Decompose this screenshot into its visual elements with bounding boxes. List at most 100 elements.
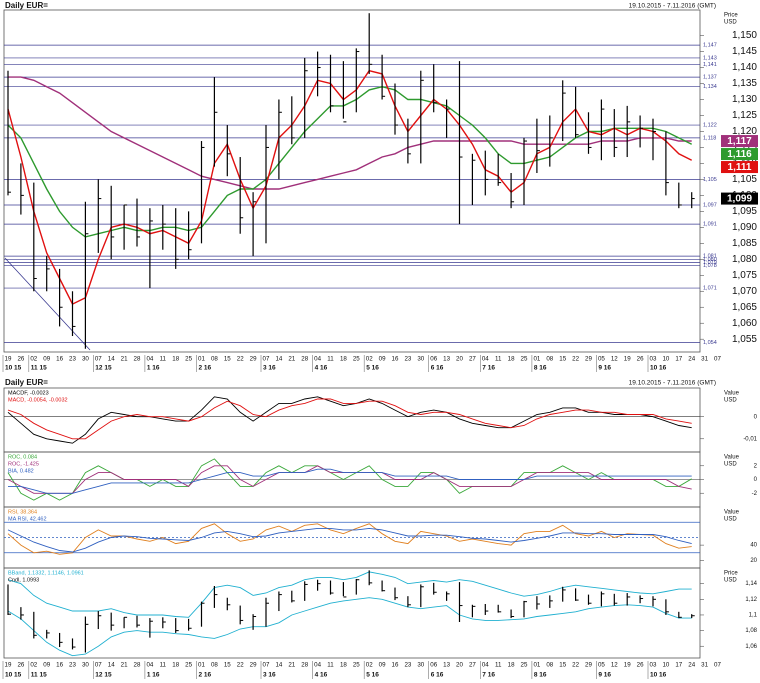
y-axis-label: Value — [724, 391, 740, 397]
x-tick-label: 14 — [108, 356, 115, 363]
x-tick-label: 10 — [662, 356, 669, 363]
x-tick-label: 22 — [572, 662, 579, 669]
legend-label: RSI, 38.364 — [8, 509, 37, 515]
x-tick-label: 16 — [56, 662, 63, 669]
x-tick-label: 11 — [327, 662, 334, 669]
x-tick-label: 19 — [624, 662, 631, 669]
y-tick-label: 1,12 — [745, 597, 757, 603]
y-tick-label: 1,070 — [732, 286, 757, 297]
x-tick-label: 25 — [353, 356, 360, 363]
x-tick-label: 13 — [443, 662, 450, 669]
x-tick-label: 01 — [198, 662, 205, 669]
value-box-label: 1,116 — [727, 149, 752, 160]
legend-label: MA RSI, 42.462 — [8, 516, 47, 522]
level-label: 1,143 — [703, 55, 717, 61]
x-tick-label: 18 — [172, 356, 179, 363]
month-label: 8 16 — [534, 672, 547, 679]
x-tick-label: 27 — [469, 662, 476, 669]
x-tick-label: 11 — [160, 662, 167, 669]
x-tick-label: 30 — [417, 356, 424, 363]
legend-label: MACD, -0.0054, -0.0032 — [8, 397, 68, 403]
x-tick-label: 31 — [701, 356, 708, 363]
x-tick-label: 04 — [482, 356, 489, 363]
month-label: 7 16 — [482, 672, 495, 679]
y-axis-label: USD — [724, 517, 737, 523]
y-axis-label: Value — [724, 455, 740, 461]
y-tick-label: 1,065 — [732, 302, 757, 313]
value-box — [721, 148, 758, 161]
y-tick-label: 0 — [754, 414, 758, 420]
x-tick-label: 01 — [198, 356, 205, 363]
y-tick-label: -2 — [752, 491, 758, 497]
y-tick-label: 1,150 — [732, 30, 757, 41]
x-tick-label: 19 — [5, 662, 12, 669]
x-tick-label: 16 — [56, 356, 63, 363]
x-tick-label: 12 — [611, 662, 618, 669]
x-tick-label: 06 — [430, 356, 437, 363]
x-tick-label: 18 — [508, 356, 515, 363]
value-box — [721, 161, 758, 174]
x-tick-label: 05 — [598, 356, 605, 363]
y-tick-label: 1,135 — [732, 78, 757, 89]
x-tick-label: 04 — [146, 662, 153, 669]
x-tick-label: 07 — [714, 662, 721, 669]
month-label: 10 15 — [5, 672, 22, 679]
x-tick-label: 24 — [688, 662, 695, 669]
x-tick-label: 30 — [82, 662, 89, 669]
level-label: 1,071 — [703, 286, 717, 292]
y-tick-label: 2 — [754, 463, 758, 469]
x-tick-label: 18 — [172, 662, 179, 669]
y-tick-label: 1,14 — [745, 581, 757, 587]
y-tick-label: 1,105 — [732, 174, 757, 185]
x-tick-label: 19 — [624, 356, 631, 363]
x-tick-label: 11 — [495, 662, 502, 669]
month-label: 2 16 — [199, 365, 212, 372]
chart-title: Daily EUR= — [5, 1, 48, 10]
indicator-line — [8, 468, 692, 494]
month-label: 7 16 — [482, 365, 495, 372]
x-tick-label: 06 — [430, 662, 437, 669]
month-label: 1 16 — [147, 672, 160, 679]
trend-line — [4, 257, 91, 351]
x-tick-label: 28 — [301, 356, 308, 363]
x-tick-label: 26 — [17, 662, 24, 669]
y-tick-label: 1,140 — [732, 62, 757, 73]
value-box-label: 1,099 — [727, 194, 752, 205]
x-tick-label: 22 — [572, 356, 579, 363]
level-label: 1,079 — [703, 260, 717, 266]
x-tick-label: 26 — [637, 356, 644, 363]
x-tick-label: 30 — [417, 662, 424, 669]
value-box — [721, 135, 758, 148]
y-tick-label: 1,08 — [745, 628, 757, 634]
x-tick-label: 21 — [121, 662, 128, 669]
level-label: 1,122 — [703, 123, 717, 129]
y-tick-label: 1,1 — [749, 613, 758, 619]
date-range: 19.10.2015 - 7.11.2016 (GMT) — [629, 380, 716, 387]
x-tick-label: 21 — [288, 356, 295, 363]
level-label: 1,081 — [703, 254, 717, 260]
x-tick-label: 10 — [662, 662, 669, 669]
moving-average — [8, 76, 692, 190]
y-tick-label: 1,075 — [732, 270, 757, 281]
indicator-line — [7, 398, 692, 440]
x-tick-label: 17 — [675, 662, 682, 669]
month-label: 10 16 — [650, 365, 667, 372]
x-tick-label: 07 — [263, 662, 270, 669]
x-tick-label: 11 — [160, 356, 167, 363]
x-tick-label: 23 — [404, 662, 411, 669]
month-label: 10 16 — [650, 672, 667, 679]
moving-average — [7, 85, 693, 238]
y-tick-label: 1,115 — [733, 142, 758, 153]
moving-average — [7, 69, 693, 306]
x-tick-label: 12 — [611, 356, 618, 363]
x-tick-label: 01 — [533, 356, 540, 363]
y-axis-label: USD — [724, 20, 737, 26]
x-tick-label: 17 — [675, 356, 682, 363]
month-label: 11 15 — [31, 672, 47, 679]
month-label: 6 16 — [431, 672, 444, 679]
value-box-label: 1,111 — [728, 162, 752, 173]
month-label: 3 16 — [263, 365, 276, 372]
x-tick-label: 31 — [701, 662, 708, 669]
